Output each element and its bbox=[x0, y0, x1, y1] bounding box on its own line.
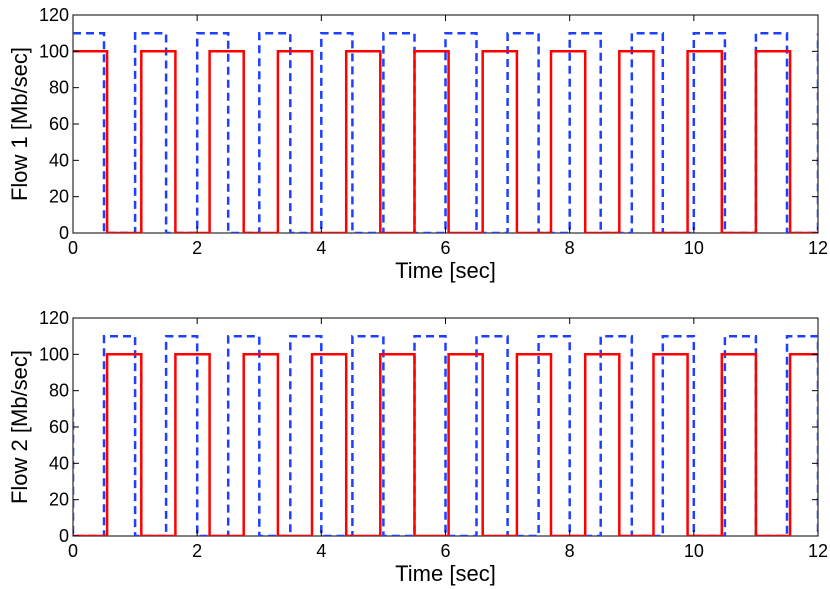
x-tick-label: 6 bbox=[440, 238, 450, 258]
y-tick-label: 0 bbox=[59, 223, 69, 243]
y-tick-label: 80 bbox=[49, 381, 69, 401]
y-tick-label: 120 bbox=[39, 308, 69, 328]
x-tick-label: 4 bbox=[316, 541, 326, 561]
series-line-solid-red bbox=[73, 50, 818, 233]
x-tick-label: 10 bbox=[684, 541, 704, 561]
y-tick-label: 20 bbox=[49, 187, 69, 207]
x-axis-label: Time [sec] bbox=[395, 561, 496, 586]
y-axis-label: Flow 2 [Mb/sec] bbox=[7, 350, 32, 504]
x-tick-label: 2 bbox=[192, 541, 202, 561]
series-line-dashed-blue bbox=[73, 31, 818, 233]
y-tick-label: 100 bbox=[39, 344, 69, 364]
x-tick-label: 12 bbox=[808, 541, 828, 561]
series-line-solid-red bbox=[73, 353, 818, 536]
series-layer bbox=[73, 334, 818, 536]
y-tick-label: 40 bbox=[49, 453, 69, 473]
y-tick-label: 120 bbox=[39, 5, 69, 25]
y-tick-label: 60 bbox=[49, 417, 69, 437]
x-axis-label: Time [sec] bbox=[395, 258, 496, 283]
y-tick-label: 80 bbox=[49, 78, 69, 98]
y-axis-label: Flow 1 [Mb/sec] bbox=[7, 47, 32, 201]
y-tick-label: 60 bbox=[49, 114, 69, 134]
x-tick-label: 0 bbox=[68, 541, 78, 561]
y-tick-label: 20 bbox=[49, 490, 69, 510]
series-layer bbox=[73, 31, 818, 233]
series-line-dashed-blue bbox=[73, 334, 818, 536]
x-tick-label: 8 bbox=[565, 238, 575, 258]
y-tick-label: 0 bbox=[59, 526, 69, 546]
x-tick-label: 4 bbox=[316, 238, 326, 258]
x-tick-label: 12 bbox=[808, 238, 828, 258]
x-tick-label: 8 bbox=[565, 541, 575, 561]
x-tick-label: 6 bbox=[440, 541, 450, 561]
y-tick-label: 40 bbox=[49, 150, 69, 170]
x-tick-label: 0 bbox=[68, 238, 78, 258]
x-tick-label: 2 bbox=[192, 238, 202, 258]
x-tick-label: 10 bbox=[684, 238, 704, 258]
y-tick-label: 100 bbox=[39, 41, 69, 61]
